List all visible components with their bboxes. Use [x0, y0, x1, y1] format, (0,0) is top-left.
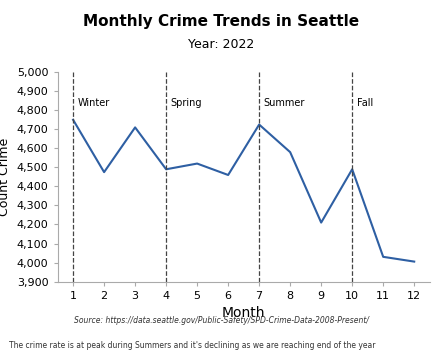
X-axis label: Month: Month	[222, 306, 265, 320]
Text: The crime rate is at peak during Summers and it's declining as we are reaching e: The crime rate is at peak during Summers…	[9, 341, 375, 350]
Text: Source: https://data.seattle.gov/Public-Safety/SPD-Crime-Data-2008-Present/: Source: https://data.seattle.gov/Public-…	[74, 316, 369, 325]
Text: Summer: Summer	[264, 98, 305, 108]
Text: Winter: Winter	[78, 98, 110, 108]
Text: Fall: Fall	[357, 98, 373, 108]
Text: Monthly Crime Trends in Seattle: Monthly Crime Trends in Seattle	[83, 14, 360, 30]
Y-axis label: Count Crime: Count Crime	[0, 138, 11, 216]
Text: Year: 2022: Year: 2022	[188, 38, 255, 51]
Text: Spring: Spring	[171, 98, 202, 108]
